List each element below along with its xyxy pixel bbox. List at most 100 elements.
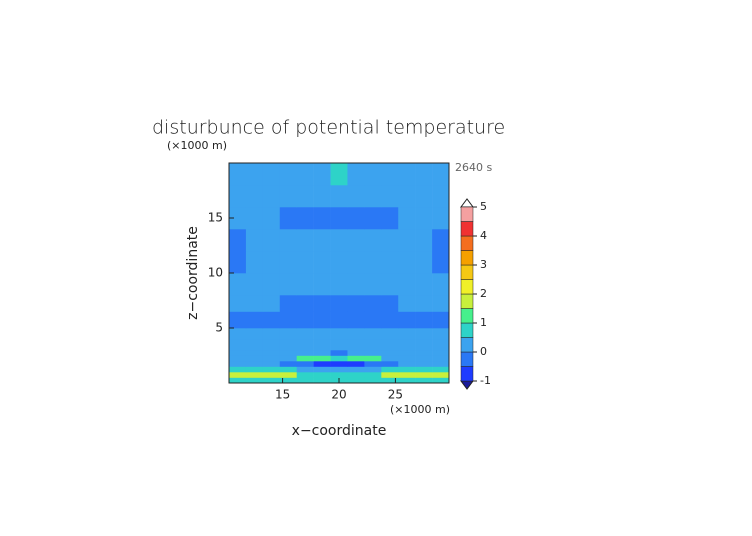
contour-cell [229,163,247,186]
contour-cell [398,361,416,367]
contour-cell [262,355,281,362]
colorbar-tick-label: 3 [480,258,487,271]
contour-cell [364,251,382,274]
colorbar-over [460,198,474,208]
contour-cell [245,311,264,329]
contour-cell [313,366,331,373]
colorbar-tick-label: 5 [480,200,487,213]
contour-cell [347,273,365,296]
contour-cell [415,372,433,378]
chart-title: disturbunce of potential temperature [152,117,505,139]
contour-cell [432,372,450,378]
contour-cell [347,311,365,329]
contour-field [229,163,450,384]
contour-cell [313,163,331,186]
contour-cell [364,350,382,356]
contour-cell [229,273,247,296]
colorbar-box [460,337,474,353]
contour-cell [347,328,365,340]
contour-cell [330,273,348,296]
contour-cell [330,361,348,367]
contour-cell [398,372,416,378]
contour-cell [381,229,399,252]
contour-cell [347,366,365,373]
contour-cell [432,311,450,329]
contour-cell [381,185,399,208]
contour-cell [364,207,382,230]
contour-cell [279,273,297,296]
contour-cell [245,339,264,351]
contour-cell [347,339,365,351]
contour-cell [330,207,348,230]
contour-cell [313,355,331,362]
colorbar-box [460,293,474,309]
contour-cell [296,355,314,362]
contour-cell [432,339,450,351]
contour-cell [279,311,297,329]
contour-cell [313,273,331,296]
contour-cell [279,355,297,362]
contour-cell [381,251,399,274]
contour-cell [415,229,433,252]
contour-cell [229,207,247,230]
contour-cell [245,295,264,312]
contour-cell [398,355,416,362]
contour-cell [279,185,297,208]
contour-cell [432,273,450,296]
contour-cell [347,251,365,274]
colorbar-tick-label: -1 [480,374,491,387]
contour-cell [381,355,399,362]
contour-cell [364,339,382,351]
contour-cell [415,163,433,186]
contour-cell [364,163,382,186]
contour-cell [229,185,247,208]
contour-cell [381,328,399,340]
contour-cell [245,350,264,356]
contour-cell [296,229,314,252]
contour-cell [279,361,297,367]
contour-cell [381,366,399,373]
contour-cell [347,185,365,208]
colorbar-box [460,221,474,237]
contour-cell [279,251,297,274]
contour-cell [262,361,281,367]
contour-cell [381,350,399,356]
contour-cell [313,229,331,252]
contour-cell [296,361,314,367]
contour-cell [415,295,433,312]
colorbar-box [460,279,474,295]
contour-cell [296,372,314,378]
contour-cell [229,328,247,340]
contour-cell [415,251,433,274]
contour-cell [262,163,281,186]
contour-cell [313,328,331,340]
contour-cell [279,207,297,230]
contour-cell [296,295,314,312]
contour-cell [296,311,314,329]
contour-cell [279,328,297,340]
contour-cell [229,339,247,351]
contour-cell [296,350,314,356]
contour-cell [296,163,314,186]
contour-cell [279,229,297,252]
contour-cell [296,366,314,373]
contour-cell [262,185,281,208]
contour-cell [279,339,297,351]
y-unit: (×1000 m) [167,139,227,152]
contour-cell [381,339,399,351]
contour-cell [381,377,399,384]
y-tick-label: 5 [215,321,223,335]
contour-cell [229,350,247,356]
contour-cell [229,355,247,362]
colorbar-under [460,380,474,390]
contour-cell [313,361,331,367]
contour-cell [415,350,433,356]
contour-cell [415,328,433,340]
x-tick-label: 25 [388,388,403,402]
contour-cell [296,207,314,230]
contour-cell [364,229,382,252]
contour-cell [313,350,331,356]
contour-cell [364,377,382,384]
contour-cell [245,163,264,186]
